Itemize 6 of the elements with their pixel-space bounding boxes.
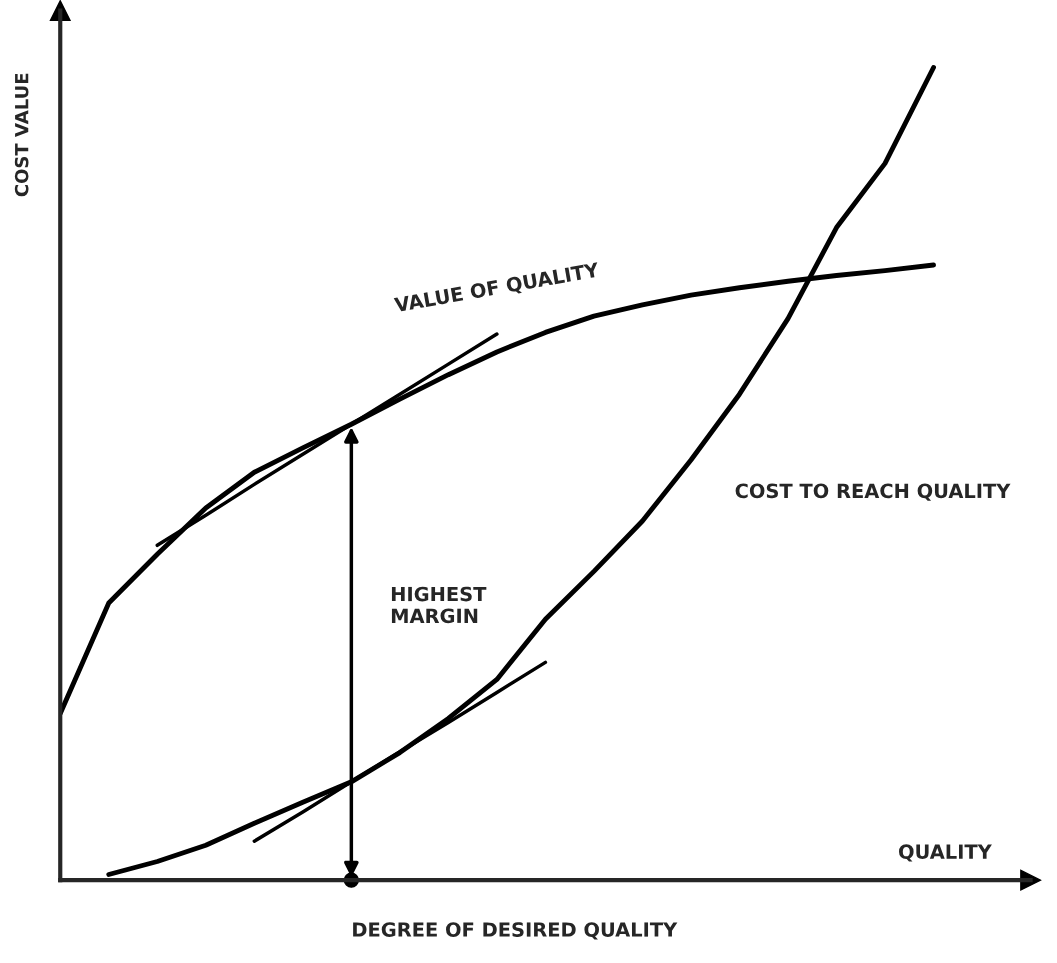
text: VALUE OF QUALITY bbox=[393, 262, 601, 315]
x-axis-title: QUALITY bbox=[899, 844, 992, 862]
text: DEGREE OF DESIRED QUALITY bbox=[353, 922, 678, 940]
text: COST TO REACH QUALITY bbox=[735, 483, 1011, 501]
annotation: HIGHEST MARGIN bbox=[391, 586, 487, 624]
y-axis-title: COST VALUE bbox=[14, 73, 29, 197]
